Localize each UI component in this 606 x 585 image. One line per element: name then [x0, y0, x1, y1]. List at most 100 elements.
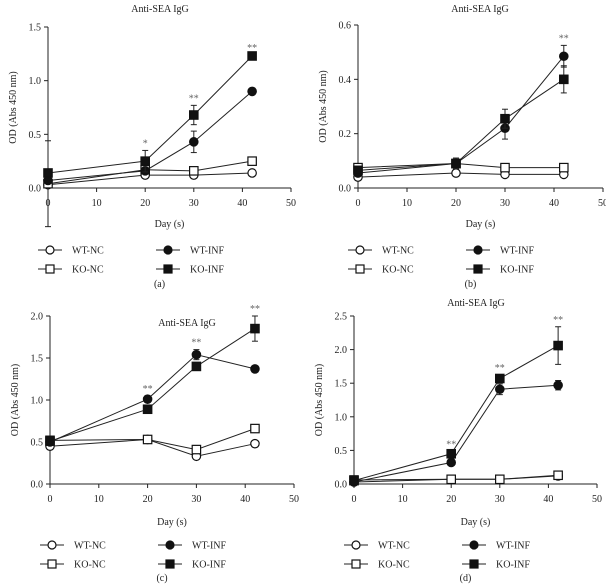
legend-item-ko-nc: KO-NC — [40, 559, 106, 571]
x-tick-label: 30 — [191, 494, 201, 505]
legend-label: KO-INF — [192, 560, 226, 571]
data-point — [191, 349, 202, 360]
data-point — [247, 86, 257, 97]
data-point — [189, 110, 199, 120]
series-line — [47, 91, 253, 181]
y-tick-label: 2.0 — [335, 345, 348, 356]
legend-marker — [165, 559, 175, 569]
series-wt-nc — [45, 434, 260, 462]
x-tick-label: 0 — [352, 494, 357, 505]
legend-item-wt-nc: WT-NC — [348, 245, 414, 257]
y-tick-label: 1.0 — [29, 76, 42, 87]
legend-marker — [351, 559, 361, 569]
x-tick-label: 50 — [598, 198, 606, 209]
y-tick-label: 2.5 — [335, 312, 348, 323]
data-point — [553, 470, 563, 481]
data-point — [142, 394, 153, 404]
series-ko-inf — [45, 315, 260, 446]
panel-c: 0 10 20 30 40 50 0.0 0.5 1.0 1.5 2.0 Anti-SEA IgG Da… — [10, 304, 299, 584]
legend-marker — [469, 559, 479, 569]
y-tick-label: 1.5 — [335, 379, 348, 390]
data-point — [494, 384, 505, 395]
legend-label: WT-NC — [74, 541, 106, 552]
x-axis-label: Day (s) — [157, 517, 187, 528]
series-line — [357, 55, 565, 174]
x-tick-label: 0 — [48, 494, 53, 505]
x-axis-label: Day (s) — [461, 517, 491, 528]
legend-marker — [47, 540, 57, 550]
panel-caption: (c) — [156, 573, 167, 584]
y-tick-label: 1.0 — [335, 412, 348, 423]
data-point — [189, 166, 199, 176]
legend-item-wt-nc: WT-NC — [344, 540, 410, 552]
x-tick-label: 50 — [289, 494, 299, 505]
data-point — [191, 361, 202, 372]
x-axis-label: Day (s) — [466, 219, 496, 230]
data-point — [142, 404, 153, 415]
x-tick-label: 50 — [286, 198, 296, 209]
significance-mark: ** — [553, 315, 563, 326]
data-point — [495, 474, 505, 485]
x-tick-label: 40 — [240, 494, 250, 505]
data-point — [558, 51, 569, 62]
data-point — [349, 475, 359, 486]
series-ko-inf — [43, 51, 257, 178]
legend-label: WT-INF — [500, 246, 535, 257]
data-point — [558, 74, 569, 85]
significance-mark: ** — [189, 93, 199, 104]
legend-label: KO-NC — [74, 560, 106, 571]
significance-mark: * — [143, 138, 148, 149]
significance-mark: ** — [559, 33, 569, 44]
y-axis-label: OD (Abs 450 nm) — [318, 70, 329, 143]
legend-item-wt-nc: WT-NC — [38, 245, 104, 257]
series-line — [47, 55, 253, 174]
data-point — [250, 323, 260, 334]
series-line — [49, 328, 256, 442]
x-tick-label: 10 — [94, 494, 104, 505]
legend-item-wt-inf: WT-INF — [462, 540, 531, 552]
legend-label: WT-INF — [496, 541, 531, 552]
series-wt-inf — [349, 380, 563, 487]
y-tick-label: 0.5 — [29, 130, 42, 141]
y-axis-label: OD (Abs 450 nm) — [8, 71, 19, 144]
data-point — [451, 168, 461, 178]
legend-label: KO-NC — [382, 265, 414, 276]
legend-item-wt-nc: WT-NC — [40, 540, 106, 552]
legend-marker — [355, 245, 365, 255]
legend-item-ko-nc: KO-NC — [344, 559, 410, 571]
series-wt-nc — [43, 168, 257, 190]
y-tick-label: 1.5 — [31, 354, 44, 365]
data-point — [446, 457, 456, 468]
data-point — [495, 373, 505, 384]
data-point — [191, 444, 202, 455]
legend: WT-NC WT-INF KO-NC KO-INF — [40, 540, 227, 571]
significance-mark: ** — [247, 43, 257, 54]
x-tick-label: 20 — [446, 494, 456, 505]
legend-marker — [473, 245, 483, 255]
legend-marker — [351, 540, 361, 550]
data-point — [500, 162, 510, 173]
y-tick-label: 0.5 — [31, 438, 44, 449]
legend-label: KO-NC — [378, 560, 410, 571]
legend-label: KO-INF — [500, 265, 534, 276]
series-ko-inf — [353, 65, 569, 176]
series-line — [357, 172, 564, 178]
legend-marker — [469, 540, 479, 550]
series-line — [49, 354, 256, 443]
legend-label: WT-NC — [72, 246, 104, 257]
data-point — [446, 448, 456, 459]
panel-caption: (b) — [465, 279, 477, 290]
data-point — [250, 423, 260, 434]
legend-marker — [45, 245, 55, 255]
y-axis-label: OD (Abs 450 nm) — [314, 364, 325, 437]
y-tick-label: 0.0 — [31, 480, 44, 491]
legend-item-ko-inf: KO-INF — [156, 264, 224, 276]
series-wt-inf — [353, 44, 569, 178]
data-point — [189, 137, 199, 147]
series-line — [47, 160, 253, 185]
data-point — [247, 168, 257, 178]
data-point — [140, 156, 150, 166]
panel-caption: (a) — [154, 279, 165, 290]
x-tick-label: 40 — [543, 494, 553, 505]
